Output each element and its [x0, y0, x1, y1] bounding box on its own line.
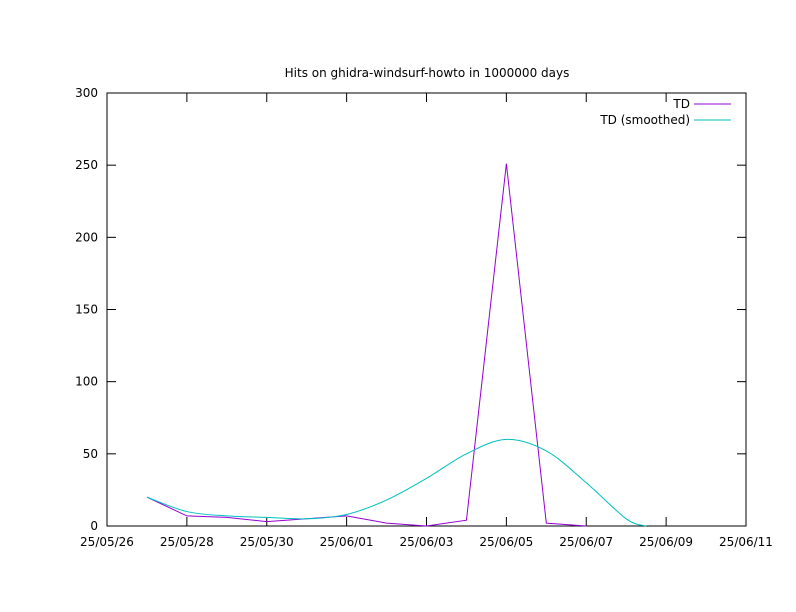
series-line-td-smoothed	[146, 438, 647, 527]
x-tick-label: 25/06/03	[400, 535, 454, 549]
series-line-td	[146, 163, 587, 527]
x-tick-label: 25/06/11	[719, 535, 773, 549]
legend: TD TD (smoothed)	[599, 97, 731, 127]
legend-label-td: TD	[672, 97, 690, 111]
x-tick-label: 25/06/01	[320, 535, 374, 549]
x-tick-label: 25/06/07	[559, 535, 613, 549]
y-tick-label: 50	[83, 447, 98, 461]
legend-label-td-smoothed: TD (smoothed)	[599, 113, 690, 127]
y-tick-label: 100	[75, 375, 98, 389]
x-tick-label: 25/05/26	[80, 535, 134, 549]
x-tick-label: 25/06/09	[639, 535, 693, 549]
plot-area: 0 50 100 150 200 250 300 25/05/26 25/05/28 25/05/…	[75, 86, 773, 549]
chart-title: Hits on ghidra-windsurf-howto in 1000000…	[285, 66, 570, 80]
x-tick-label: 25/05/30	[240, 535, 294, 549]
y-tick-label: 200	[75, 230, 98, 244]
x-tick-label: 25/06/05	[479, 535, 533, 549]
x-tick-label: 25/05/28	[160, 535, 214, 549]
y-tick-label: 250	[75, 158, 98, 172]
y-tick-label: 300	[75, 86, 98, 100]
y-tick-label: 0	[90, 519, 98, 533]
y-tick-label: 150	[75, 303, 98, 317]
